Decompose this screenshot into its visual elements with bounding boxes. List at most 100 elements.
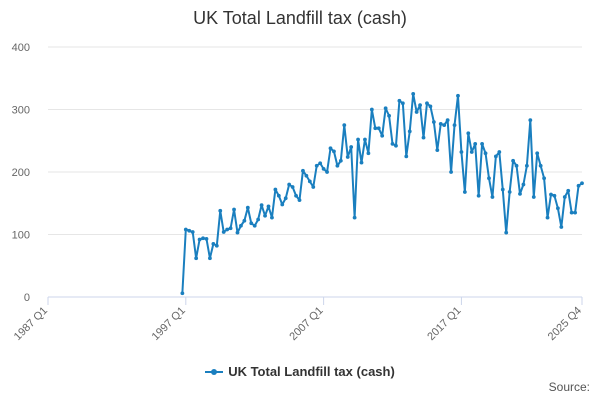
data-point[interactable] xyxy=(221,230,226,234)
data-point[interactable] xyxy=(294,193,298,198)
data-point[interactable] xyxy=(483,151,488,156)
data-point[interactable] xyxy=(524,163,529,168)
data-point[interactable] xyxy=(562,195,567,199)
data-point[interactable] xyxy=(190,230,195,234)
data-point[interactable] xyxy=(266,204,271,209)
data-point[interactable] xyxy=(387,113,391,118)
data-point[interactable] xyxy=(194,256,199,261)
data-point[interactable] xyxy=(273,187,278,192)
data-point[interactable] xyxy=(338,158,343,163)
data-point[interactable] xyxy=(407,129,412,134)
data-point[interactable] xyxy=(569,210,574,215)
data-point[interactable] xyxy=(518,191,522,196)
data-point[interactable] xyxy=(580,181,584,186)
data-point[interactable] xyxy=(421,135,426,140)
data-point[interactable] xyxy=(511,158,515,163)
data-point[interactable] xyxy=(466,131,471,136)
data-point[interactable] xyxy=(376,126,381,131)
data-point[interactable] xyxy=(301,168,305,173)
data-point[interactable] xyxy=(445,118,450,123)
data-point[interactable] xyxy=(363,137,367,142)
data-point[interactable] xyxy=(187,228,192,233)
data-point[interactable] xyxy=(549,192,553,197)
data-point[interactable] xyxy=(397,98,402,103)
data-point[interactable] xyxy=(473,141,478,146)
data-point[interactable] xyxy=(307,179,312,184)
data-point[interactable] xyxy=(314,163,319,168)
data-point[interactable] xyxy=(342,123,347,128)
data-point[interactable] xyxy=(249,221,254,226)
data-point[interactable] xyxy=(442,123,447,128)
data-point[interactable] xyxy=(228,226,233,231)
data-point[interactable] xyxy=(218,208,223,213)
data-point[interactable] xyxy=(487,176,491,181)
data-point[interactable] xyxy=(328,146,333,151)
data-point[interactable] xyxy=(428,104,433,109)
data-point[interactable] xyxy=(325,170,329,174)
data-point[interactable] xyxy=(366,151,371,156)
data-point[interactable] xyxy=(276,193,281,198)
data-point[interactable] xyxy=(411,91,416,96)
data-point[interactable] xyxy=(256,217,261,222)
data-point[interactable] xyxy=(263,213,267,218)
data-point[interactable] xyxy=(552,193,557,198)
data-point[interactable] xyxy=(390,141,395,146)
data-point[interactable] xyxy=(373,126,378,131)
data-point[interactable] xyxy=(204,236,209,241)
data-point[interactable] xyxy=(449,170,453,174)
data-point[interactable] xyxy=(507,190,512,194)
data-point[interactable] xyxy=(535,151,540,156)
data-point[interactable] xyxy=(531,195,536,199)
data-point[interactable] xyxy=(180,291,185,296)
data-point[interactable] xyxy=(480,141,484,146)
data-point[interactable] xyxy=(542,176,547,181)
data-point[interactable] xyxy=(214,243,219,248)
data-point[interactable] xyxy=(418,103,422,108)
data-point[interactable] xyxy=(504,230,509,235)
data-point[interactable] xyxy=(270,215,274,220)
data-point[interactable] xyxy=(318,161,323,166)
data-point[interactable] xyxy=(321,166,326,171)
data-point[interactable] xyxy=(201,236,205,241)
data-point[interactable] xyxy=(521,182,526,187)
data-point[interactable] xyxy=(345,155,350,159)
data-point[interactable] xyxy=(425,101,429,106)
data-point[interactable] xyxy=(359,160,364,165)
data-point[interactable] xyxy=(335,163,340,168)
data-point[interactable] xyxy=(394,143,398,148)
credits[interactable]: Source: xyxy=(548,380,590,394)
data-point[interactable] xyxy=(232,207,236,212)
data-point[interactable] xyxy=(555,206,560,211)
data-point[interactable] xyxy=(566,188,571,193)
data-point[interactable] xyxy=(211,241,216,246)
data-point[interactable] xyxy=(280,202,285,207)
data-point[interactable] xyxy=(208,256,212,261)
data-point[interactable] xyxy=(283,196,288,201)
data-point[interactable] xyxy=(493,154,498,159)
data-point[interactable] xyxy=(311,185,316,189)
data-point[interactable] xyxy=(438,121,443,126)
data-point[interactable] xyxy=(573,210,578,215)
data-point[interactable] xyxy=(369,107,374,112)
data-point[interactable] xyxy=(476,193,481,198)
data-point[interactable] xyxy=(183,227,188,232)
data-point[interactable] xyxy=(225,227,230,232)
data-point[interactable] xyxy=(435,148,440,153)
data-point[interactable] xyxy=(500,187,505,192)
data-point[interactable] xyxy=(245,205,250,210)
data-point[interactable] xyxy=(431,120,436,124)
data-point[interactable] xyxy=(239,223,243,228)
data-point[interactable] xyxy=(528,118,533,123)
data-point[interactable] xyxy=(576,183,581,188)
data-point[interactable] xyxy=(352,215,357,220)
data-point[interactable] xyxy=(462,190,467,194)
data-point[interactable] xyxy=(197,237,202,242)
data-point[interactable] xyxy=(304,173,309,178)
data-point[interactable] xyxy=(459,150,464,154)
data-point[interactable] xyxy=(252,223,257,228)
data-point[interactable] xyxy=(349,145,354,149)
data-point[interactable] xyxy=(290,185,295,189)
data-point[interactable] xyxy=(380,133,385,138)
data-point[interactable] xyxy=(400,101,405,106)
data-point[interactable] xyxy=(538,163,543,168)
